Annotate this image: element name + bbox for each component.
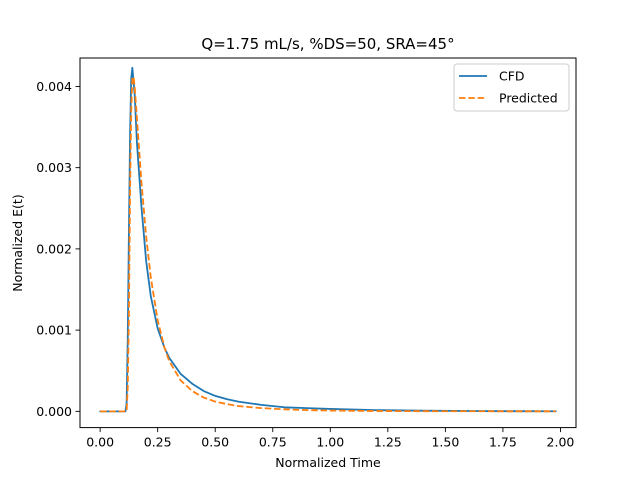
legend: CFD Predicted xyxy=(453,63,570,112)
series-line-predicted xyxy=(100,75,556,413)
y-tick-label: 0.001 xyxy=(36,323,72,338)
x-tick-label: 1.50 xyxy=(431,435,459,450)
y-tick-label: 0.002 xyxy=(36,241,72,256)
x-tick-label: 1.25 xyxy=(374,435,402,450)
plot-area xyxy=(99,66,557,413)
x-tick-label: 0.75 xyxy=(259,435,287,450)
y-tick-label: 0.003 xyxy=(36,160,72,175)
x-tick-label: 1.75 xyxy=(489,435,517,450)
axes-frame xyxy=(79,57,577,429)
x-axis: 0.00 0.25 0.50 0.75 1.00 1.25 1.50 1.75 2.00 xyxy=(86,427,575,450)
x-tick-label: 2.00 xyxy=(547,435,575,450)
y-axis-title: Normalized E(t) xyxy=(10,194,25,291)
x-axis-title: Normalized Time xyxy=(275,455,381,470)
y-tick-label: 0.000 xyxy=(36,404,72,419)
legend-label-predicted: Predicted xyxy=(499,91,558,106)
x-tick-label: 0.50 xyxy=(201,435,229,450)
legend-label-cfd: CFD xyxy=(499,69,525,84)
series-line-cfd xyxy=(99,66,557,413)
y-axis: 0.000 0.001 0.002 0.003 0.004 xyxy=(36,79,80,419)
chart-title: Q=1.75 mL/s, %DS=50, SRA=45° xyxy=(201,35,454,53)
y-tick-label: 0.004 xyxy=(36,79,72,94)
x-tick-label: 0.00 xyxy=(86,435,114,450)
x-tick-label: 0.25 xyxy=(144,435,172,450)
x-tick-label: 1.00 xyxy=(316,435,344,450)
